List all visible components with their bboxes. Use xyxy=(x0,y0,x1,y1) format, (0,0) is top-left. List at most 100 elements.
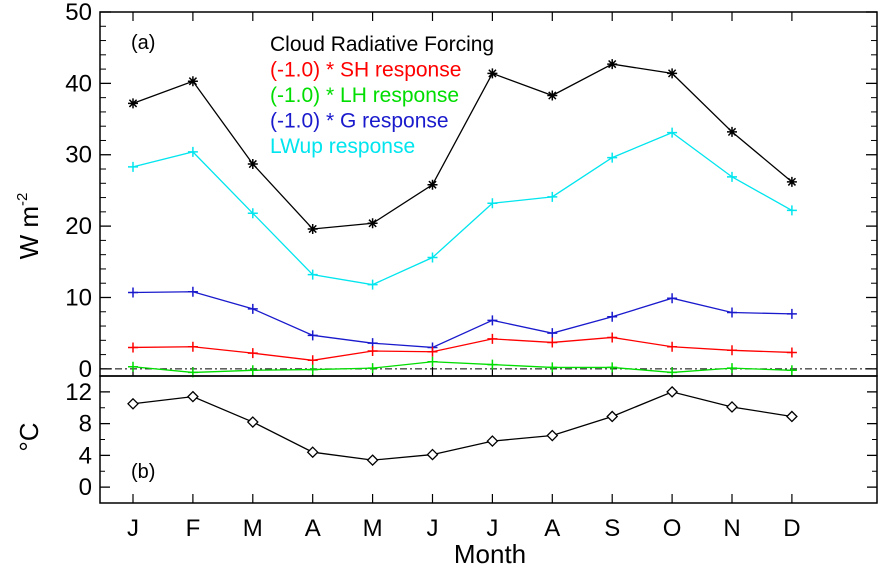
y-tick-label: 10 xyxy=(65,284,92,311)
data-point-marker xyxy=(128,342,138,353)
data-point-marker xyxy=(607,152,618,163)
data-point-marker xyxy=(486,435,499,448)
x-tick-label: A xyxy=(544,515,560,542)
series-sh-response xyxy=(128,332,797,366)
data-point-marker xyxy=(547,337,558,348)
x-axis-title: Month xyxy=(454,539,526,569)
panel-b-label: (b) xyxy=(131,461,155,483)
series-line xyxy=(132,336,792,361)
x-tick-label: F xyxy=(186,515,201,542)
panel-b-y-axis: 0 4 8 12 xyxy=(65,379,877,501)
data-point-marker xyxy=(367,346,378,357)
data-point-marker xyxy=(607,311,618,322)
data-point-marker xyxy=(128,361,138,372)
data-point-marker xyxy=(307,223,318,234)
data-point-marker xyxy=(246,416,259,428)
legend-entry-lwup-response: LWup response xyxy=(270,135,415,158)
data-point-marker xyxy=(786,176,797,187)
y-tick-label: 8 xyxy=(79,411,92,438)
panel-b-temperature: 0 4 8 12 J F M A M J J A S O N D (b) °C Month xyxy=(14,375,878,569)
data-point-marker xyxy=(546,429,559,442)
data-point-marker xyxy=(306,446,319,459)
panel-a-label: (a) xyxy=(131,32,155,54)
legend-entry-g-response: (-1.0) * G response xyxy=(270,110,449,133)
data-point-marker xyxy=(128,98,138,109)
data-point-marker xyxy=(667,68,678,79)
x-tick-label: J xyxy=(427,515,439,542)
x-tick-label: M xyxy=(243,515,263,542)
y-tick-label: 0 xyxy=(79,356,92,383)
y-tick-label: 4 xyxy=(79,442,92,469)
data-point-marker xyxy=(427,346,438,357)
x-tick-label: A xyxy=(305,515,321,542)
series-line xyxy=(132,291,792,349)
data-point-marker xyxy=(367,218,378,229)
y-tick-label: 12 xyxy=(65,379,92,406)
data-point-marker xyxy=(187,146,198,157)
data-point-marker xyxy=(547,90,558,101)
data-point-marker xyxy=(667,341,678,352)
data-point-marker xyxy=(307,269,318,280)
legend-entry-lh-response: (-1.0) * LH response xyxy=(270,84,459,107)
data-point-marker xyxy=(726,401,738,413)
data-point-marker xyxy=(667,293,678,304)
data-point-marker xyxy=(786,347,797,358)
panel-a-y-axis: 0 10 20 30 40 50 xyxy=(65,0,877,383)
data-point-marker xyxy=(367,279,378,290)
data-point-marker xyxy=(427,252,438,263)
data-point-marker xyxy=(547,328,558,339)
data-point-marker xyxy=(547,362,558,373)
data-point-marker xyxy=(786,308,797,319)
panel-a-series xyxy=(128,59,797,378)
data-point-marker xyxy=(128,287,138,298)
panel-a-legend: Cloud Radiative Forcing (-1.0) * SH respo… xyxy=(270,33,494,158)
data-point-marker xyxy=(666,385,679,398)
panel-a-forcing: 0 10 20 30 40 50 (a) W m-2 Cloud Radiative Fo… xyxy=(14,0,878,383)
data-point-marker xyxy=(307,355,318,366)
data-point-marker xyxy=(187,341,198,352)
data-point-marker xyxy=(607,59,618,70)
data-point-marker xyxy=(307,364,318,375)
data-point-marker xyxy=(487,359,498,370)
series-line xyxy=(132,361,792,374)
y-tick-label: 50 xyxy=(65,0,92,26)
data-point-marker xyxy=(427,356,438,367)
data-point-marker xyxy=(727,307,737,318)
data-point-marker xyxy=(247,159,258,170)
data-point-marker xyxy=(426,448,439,461)
data-point-marker xyxy=(487,68,498,79)
y-tick-label: 40 xyxy=(65,70,92,97)
x-tick-label: J xyxy=(127,515,139,542)
legend-entry-cloud-radiative-forcing: Cloud Radiative Forcing xyxy=(270,33,494,56)
data-point-marker xyxy=(607,332,618,343)
data-point-marker xyxy=(607,362,618,373)
data-point-marker xyxy=(128,161,138,172)
y-tick-label: 30 xyxy=(65,142,92,169)
x-tick-label: S xyxy=(604,515,620,542)
data-point-marker xyxy=(247,348,258,359)
x-tick-label: J xyxy=(486,515,498,542)
data-point-marker xyxy=(606,410,619,423)
data-point-marker xyxy=(727,345,737,356)
data-point-marker xyxy=(247,208,258,219)
data-point-marker xyxy=(487,198,498,209)
data-point-marker xyxy=(187,286,198,297)
data-point-marker xyxy=(667,127,678,138)
data-point-marker xyxy=(427,179,438,190)
data-point-marker xyxy=(727,126,737,137)
series-line xyxy=(132,391,793,461)
data-point-marker xyxy=(487,315,498,326)
data-point-marker xyxy=(366,454,379,467)
data-point-marker xyxy=(127,397,139,410)
data-point-marker xyxy=(547,191,558,202)
x-tick-label: O xyxy=(663,515,682,542)
data-point-marker xyxy=(367,363,378,374)
data-point-marker xyxy=(785,410,798,423)
data-point-marker xyxy=(247,365,258,376)
series-cloud-radiative-forcing xyxy=(128,59,797,234)
data-point-marker xyxy=(247,303,258,314)
series-g-response xyxy=(128,286,797,353)
series-temperature xyxy=(127,385,798,467)
